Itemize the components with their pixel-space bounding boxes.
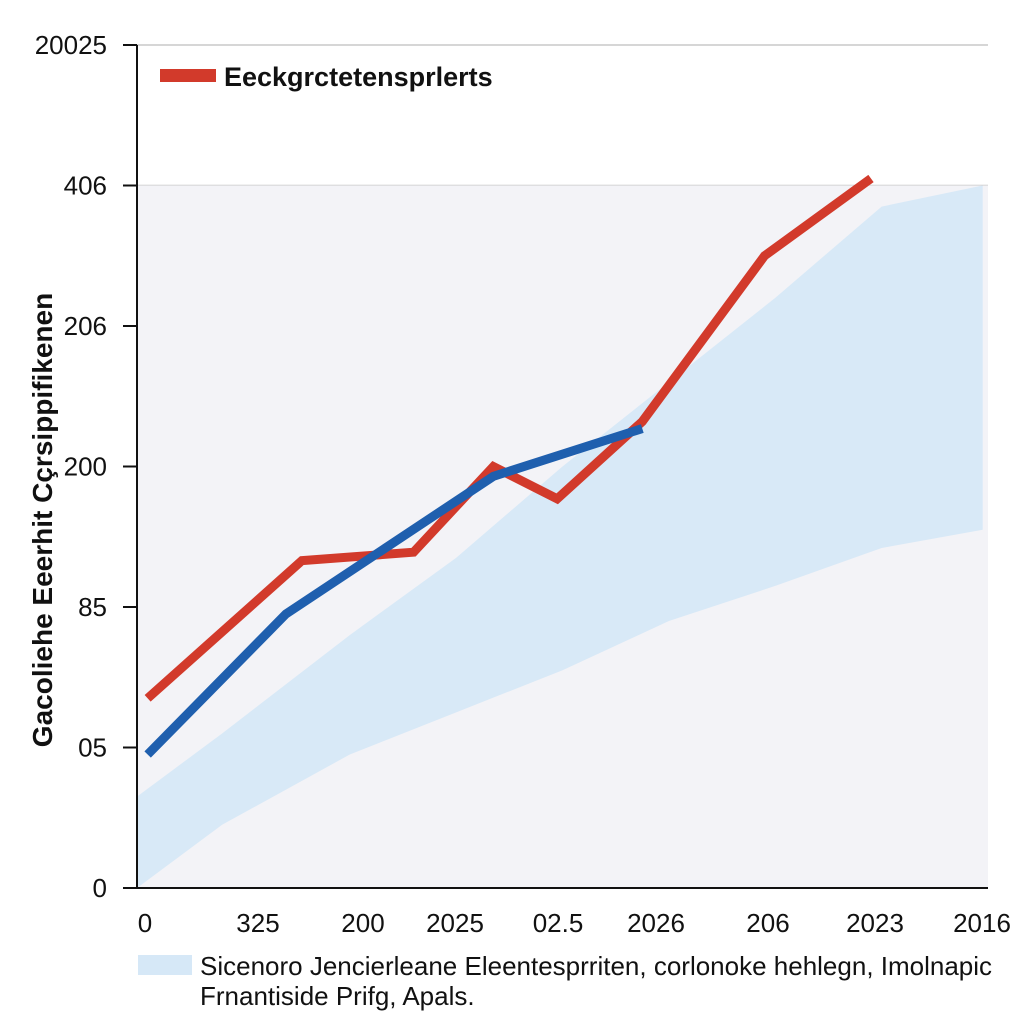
x-tick-label-2: 200 bbox=[341, 908, 384, 938]
y-tick-label-6: 20025 bbox=[35, 30, 107, 60]
x-tick-label-5: 2026 bbox=[627, 908, 685, 938]
x-tick-label-0: 0 bbox=[138, 908, 152, 938]
series-line-1 bbox=[144, 424, 644, 758]
y-tick-label-2: 85 bbox=[78, 592, 107, 622]
band-legend-swatch bbox=[138, 955, 192, 975]
band-area bbox=[137, 185, 983, 888]
x-tick-label-8: 2016 bbox=[953, 908, 1011, 938]
x-tick-label-7: 2023 bbox=[846, 908, 904, 938]
x-tick-label-3: 2025 bbox=[426, 908, 484, 938]
y-tick-labels: 0 05 85 200 206 406 20025 bbox=[35, 30, 107, 903]
y-tick-label-1: 05 bbox=[78, 733, 107, 763]
band-legend: Sicenoro Jencierleane Eleentesprriten, c… bbox=[138, 951, 992, 1011]
band-legend-line1: Sicenoro Jencierleane Eleentesprriten, c… bbox=[200, 951, 992, 981]
x-tick-label-1: 325 bbox=[236, 908, 279, 938]
series-line-0 bbox=[144, 174, 874, 702]
y-axis-label: Gacoliehe Eeerhit Cçrsippifikenen bbox=[27, 293, 58, 747]
axes bbox=[123, 44, 988, 889]
legend-swatch-red bbox=[160, 69, 216, 82]
y-tick-label-4: 206 bbox=[64, 311, 107, 341]
uncertainty-band bbox=[137, 185, 983, 888]
y-tick-label-0: 0 bbox=[93, 873, 107, 903]
x-tick-label-6: 206 bbox=[746, 908, 789, 938]
x-tick-label-4: 02.5 bbox=[533, 908, 584, 938]
legend: Eeckgrctetensprlerts bbox=[160, 62, 493, 92]
y-tick-label-3: 200 bbox=[64, 452, 107, 482]
band-legend-line2: Frnantiside Prifg, Apals. bbox=[200, 981, 475, 1011]
x-tick-labels: 0 325 200 2025 02.5 2026 206 2023 2016 bbox=[138, 908, 1011, 938]
y-tick-label-5: 406 bbox=[64, 171, 107, 201]
legend-label: Eeckgrctetensprlerts bbox=[224, 62, 493, 92]
series-lines bbox=[144, 174, 874, 758]
